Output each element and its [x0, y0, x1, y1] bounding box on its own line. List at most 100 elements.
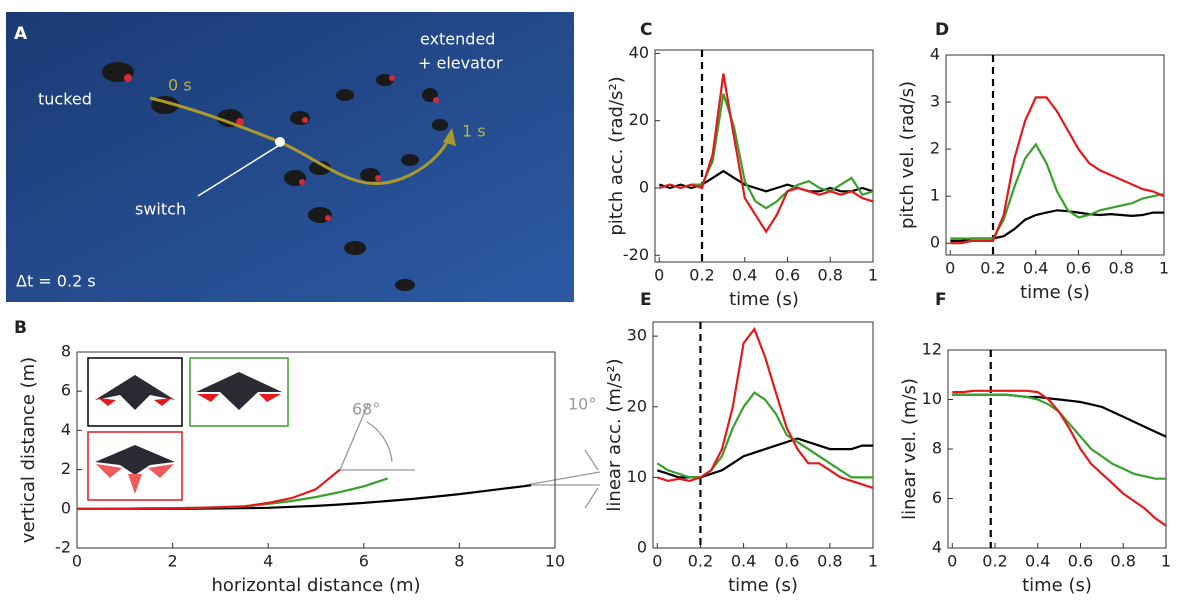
x-tick-label: 0.2	[689, 266, 714, 285]
x-tick-label: 1	[1161, 552, 1171, 571]
bird-icon	[98, 398, 172, 406]
y-tick-label: 1	[930, 186, 940, 205]
trajectory-arrow	[443, 128, 456, 146]
x-tick-label: 0.4	[1023, 259, 1048, 278]
x-tick-label: 0.2	[688, 552, 713, 571]
x-tick-label: 0.8	[1111, 552, 1136, 571]
x-tick-label: 10	[545, 552, 565, 571]
y-tick-label: 20	[627, 396, 647, 415]
x-tick-label: 0.6	[1066, 259, 1091, 278]
bird-icon	[95, 375, 175, 410]
photo-text: 0 s	[168, 76, 192, 95]
series-line	[656, 326, 874, 490]
x-axis-label: time (s)	[1022, 575, 1092, 596]
y-tick-label: 12	[922, 340, 942, 359]
series-line	[77, 468, 341, 510]
y-tick-label: 40	[629, 43, 649, 62]
y-tick-label: 6	[932, 488, 942, 507]
y-axis-label: pitch acc. (rad/s²)	[606, 76, 627, 235]
y-axis-label: linear vel. (m/s)	[899, 378, 920, 520]
y-tick-label: 0	[637, 538, 647, 557]
plot-frame	[652, 321, 874, 549]
series-line	[950, 209, 1164, 242]
y-tick-label: 2	[61, 459, 71, 478]
bird-icon	[197, 394, 281, 402]
y-tick-label: 6	[61, 381, 71, 400]
x-tick-label: 0.6	[775, 266, 800, 285]
x-tick-label: 0.4	[732, 266, 757, 285]
y-tick-label: -2	[55, 538, 71, 557]
photo-text: tucked	[38, 90, 92, 109]
wingtips	[124, 74, 439, 221]
x-tick-label: 0	[947, 552, 957, 571]
y-tick-label: 10	[922, 389, 942, 408]
y-tick-label: 2	[930, 139, 940, 158]
x-axis-label: time (s)	[729, 289, 799, 310]
bird-icon	[96, 464, 174, 494]
y-axis-label: vertical distance (m)	[18, 357, 39, 543]
x-tick-label: 0	[652, 552, 662, 571]
y-tick-label: 10	[627, 467, 647, 486]
annotation: 68°	[352, 400, 380, 419]
panel-label: E	[640, 290, 652, 310]
x-axis-label: time (s)	[1020, 282, 1090, 303]
x-tick-label: 0.6	[774, 552, 799, 571]
series-line	[952, 393, 1166, 480]
y-axis-label: pitch vel. (rad/s)	[897, 81, 918, 229]
x-tick-label: 0	[654, 266, 664, 285]
x-axis-label: time (s)	[728, 575, 798, 596]
x-tick-label: 2	[168, 552, 178, 571]
y-tick-label: 0	[930, 233, 940, 252]
plot-frame	[76, 351, 556, 549]
photo-panel: A tucked 0 s 1 s extended + elevator swi…	[6, 12, 574, 302]
panel-label: F	[935, 290, 947, 310]
photo-text: 1 s	[462, 122, 486, 141]
trajectory	[149, 96, 452, 186]
panel-label: D	[935, 20, 949, 40]
x-tick-label: 6	[359, 552, 369, 571]
y-tick-label: -20	[623, 245, 649, 264]
x-tick-label: 0.4	[1025, 552, 1050, 571]
series-line	[658, 73, 874, 234]
x-tick-label: 0.2	[980, 259, 1005, 278]
panel-label: B	[14, 318, 27, 338]
y-tick-label: 4	[932, 538, 942, 557]
y-tick-label: 20	[629, 110, 649, 129]
insets	[87, 357, 289, 501]
y-tick-label: 0	[61, 498, 71, 517]
panel-label: A	[14, 24, 28, 44]
plot-frame	[947, 349, 1167, 549]
switch-point	[275, 137, 285, 147]
photo-text: extended	[420, 30, 495, 49]
photo	[6, 12, 574, 302]
series-line	[952, 393, 1167, 438]
switch-pointer	[197, 145, 279, 197]
bird-icon	[95, 445, 175, 475]
photo-text: switch	[135, 200, 186, 219]
x-tick-label: 0.4	[731, 552, 756, 571]
x-tick-label: 0	[945, 259, 955, 278]
series-line	[658, 169, 874, 193]
x-tick-label: 0.8	[1109, 259, 1134, 278]
plot-frame	[945, 54, 1165, 256]
y-tick-label: 8	[61, 342, 71, 361]
photo-text: Δt = 0.2 s	[16, 272, 96, 291]
x-axis-label: horizontal distance (m)	[211, 575, 420, 596]
y-tick-label: 0	[639, 177, 649, 196]
y-tick-label: 8	[932, 439, 942, 458]
x-tick-label: 8	[454, 552, 464, 571]
series-line	[950, 96, 1165, 245]
x-tick-label: 0	[72, 552, 82, 571]
x-tick-label: 1	[868, 552, 878, 571]
photo-text: + elevator	[418, 54, 503, 73]
plot-frame	[654, 49, 874, 263]
y-axis-label: linear acc. (m/s²)	[604, 358, 625, 511]
y-tick-label: 30	[627, 326, 647, 345]
y-tick-label: 3	[930, 92, 940, 111]
y-tick-label: 4	[930, 45, 940, 64]
x-tick-label: 0.6	[1068, 552, 1093, 571]
bird-icon	[196, 372, 282, 410]
x-tick-label: 1	[868, 266, 878, 285]
